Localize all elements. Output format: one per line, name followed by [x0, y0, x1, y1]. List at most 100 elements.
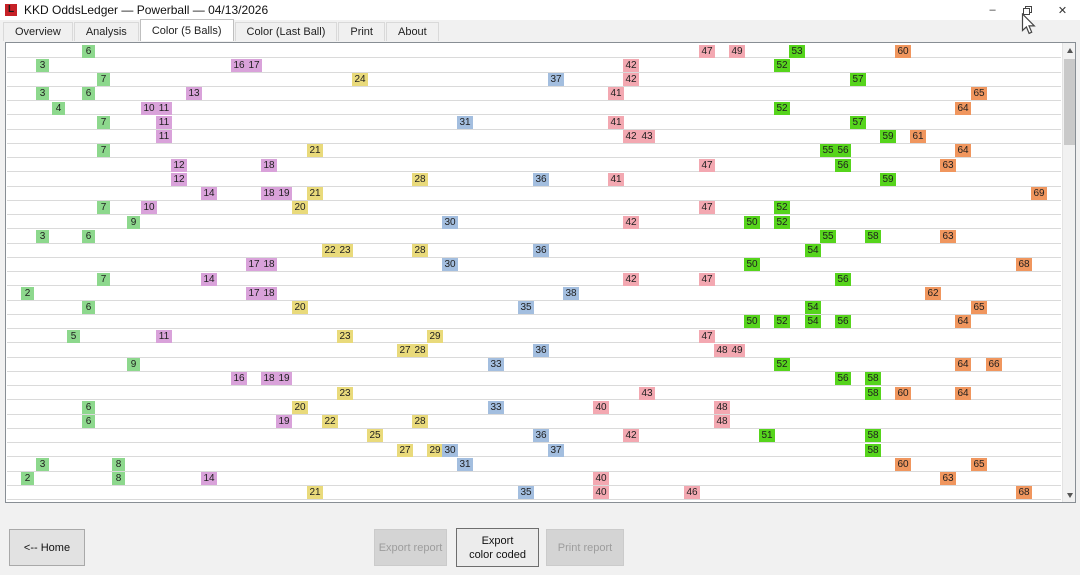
ball-cell: 54 [805, 301, 821, 314]
ball-cell: 56 [835, 315, 851, 329]
draw-row: 2 17 18 38 62 [7, 286, 1061, 301]
ball-cell: 28 [412, 244, 428, 257]
ball-cell: 17 [246, 258, 262, 272]
ball-cell: 22 [322, 244, 338, 257]
ball-cell: 64 [955, 358, 971, 371]
draw-row: 6 19 22 28 48 [7, 415, 1061, 429]
ball-cell: 50 [744, 258, 760, 272]
ball-cell: 36 [533, 343, 549, 357]
ball-cell: 40 [593, 472, 609, 485]
ball-cell: 2 [21, 472, 34, 485]
ball-cell: 42 [623, 429, 639, 443]
tab-print[interactable]: Print [338, 22, 385, 41]
ball-cell: 5 [67, 329, 80, 343]
ball-cell: 36 [533, 172, 549, 186]
tab-about[interactable]: About [385, 22, 439, 41]
ball-cell: 12 [171, 158, 187, 172]
ball-cell: 50 [744, 215, 760, 229]
ball-cell: 33 [488, 358, 504, 371]
scrollbar-down-button[interactable] [1063, 488, 1076, 502]
ball-cell: 6 [82, 400, 95, 414]
ball-cell: 21 [307, 144, 323, 158]
ball-cell: 6 [82, 87, 95, 101]
ball-cell: 17 [246, 286, 262, 300]
ball-cell: 16 [231, 58, 247, 72]
draw-row: 7 14 42 47 56 [7, 272, 1061, 287]
ball-cell: 8 [112, 457, 125, 471]
draw-row: 17 18 30 50 68 [7, 258, 1061, 272]
scrollbar-thumb[interactable] [1064, 59, 1075, 145]
ball-cell: 23 [337, 244, 353, 257]
home-button[interactable]: <-- Home [9, 529, 85, 566]
vertical-scrollbar[interactable] [1062, 43, 1075, 502]
draw-row: 22 23 28 36 54 [7, 244, 1061, 258]
export-report-button: Export report [374, 529, 447, 566]
draw-row: 7 10 20 47 52 [7, 201, 1061, 215]
ball-cell: 46 [684, 486, 700, 500]
ball-cell: 56 [835, 144, 851, 158]
ball-cell: 3 [36, 229, 49, 243]
ball-cell: 69 [1031, 187, 1047, 200]
ball-cell: 19 [276, 415, 292, 428]
scrollbar-up-button[interactable] [1063, 43, 1076, 57]
draw-row: 14 18 19 21 69 [7, 187, 1061, 201]
ball-cell: 25 [367, 429, 383, 443]
ball-cell: 41 [608, 87, 624, 101]
ball-cell: 47 [699, 44, 715, 58]
window-controls: – ✕ [975, 0, 1080, 20]
scroll-down-icon [1066, 492, 1073, 498]
ball-cell: 19 [276, 187, 292, 200]
tab-bar: Overview Analysis Color (5 Balls) Color (La… [3, 19, 440, 41]
ball-cell: 7 [97, 201, 110, 215]
restore-icon [1023, 5, 1032, 15]
draw-row: 6 47 49 53 60 [7, 44, 1061, 59]
ball-cell: 58 [865, 443, 881, 457]
draw-row: 12 18 47 56 63 [7, 158, 1061, 173]
scroll-up-icon [1066, 47, 1073, 53]
ball-cell: 48 [714, 400, 730, 414]
tab-overview[interactable]: Overview [3, 22, 73, 41]
ball-cell: 62 [925, 286, 941, 300]
tab-color-last-ball[interactable]: Color (Last Ball) [234, 22, 338, 41]
tab-color-5-balls[interactable]: Color (5 Balls) [139, 19, 234, 41]
ball-cell: 14 [201, 272, 217, 286]
ball-cell: 43 [639, 130, 655, 143]
ball-cell: 65 [971, 457, 987, 471]
ball-cell: 54 [805, 244, 821, 257]
ball-cell: 24 [352, 73, 368, 86]
ball-cell: 37 [548, 443, 564, 457]
ball-cell: 21 [307, 187, 323, 200]
ball-cell: 30 [442, 215, 458, 229]
minimize-button[interactable]: – [989, 4, 996, 16]
draw-row: 21 35 40 46 68 [7, 486, 1061, 500]
ball-cell: 47 [699, 158, 715, 172]
ball-cell: 36 [533, 244, 549, 257]
draw-rows: 6 47 49 53 60 3 16 17 42 52 7 24 37 42 57 3 6 13 41 65 4 10 11… [7, 44, 1061, 501]
ball-cell: 43 [639, 386, 655, 400]
draw-row: 9 30 42 50 52 [7, 215, 1061, 230]
app-icon: L [5, 4, 17, 16]
ball-cell: 58 [865, 386, 881, 400]
draw-row: 7 21 55 56 64 [7, 144, 1061, 158]
ball-cell: 20 [292, 400, 308, 414]
close-button[interactable]: ✕ [1057, 4, 1068, 17]
draw-row: 12 28 36 41 59 [7, 172, 1061, 187]
ball-cell: 48 [714, 343, 730, 357]
ball-cell: 63 [940, 229, 956, 243]
restore-button[interactable] [1010, 0, 1045, 20]
ball-cell: 61 [910, 130, 926, 143]
window-title: KKD OddsLedger — Powerball — 04/13/2026 [24, 3, 269, 17]
ball-cell: 11 [156, 329, 172, 343]
export-color-coded-button[interactable]: Export color coded [456, 528, 539, 567]
ball-cell: 42 [623, 73, 639, 86]
draw-row: 6 20 33 40 48 [7, 400, 1061, 415]
ball-cell: 53 [789, 44, 805, 58]
titlebar: L KKD OddsLedger — Powerball — 04/13/202… [0, 0, 1080, 20]
ball-cell: 6 [82, 301, 95, 314]
ball-cell: 56 [835, 372, 851, 386]
ball-cell: 10 [141, 101, 157, 115]
tab-analysis[interactable]: Analysis [73, 22, 139, 41]
draw-row: 3 8 31 60 65 [7, 457, 1061, 472]
ball-cell: 37 [548, 73, 564, 86]
print-report-button: Print report [546, 529, 624, 566]
